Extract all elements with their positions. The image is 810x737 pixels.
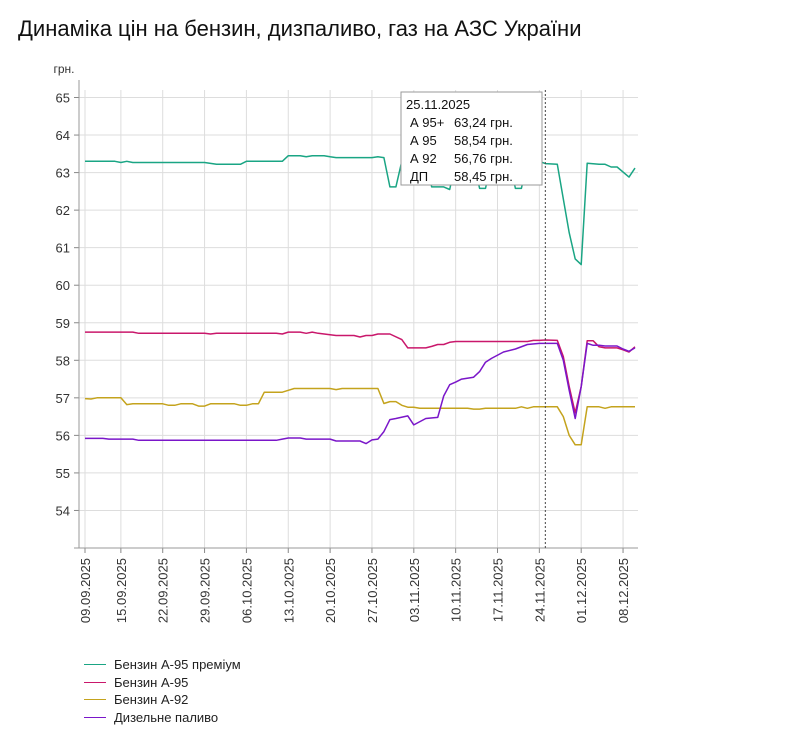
y-tick-label: 64 (56, 128, 70, 143)
y-tick-label: 55 (56, 466, 70, 481)
y-tick-label: 58 (56, 353, 70, 368)
series-line-3 (84, 387, 635, 446)
y-tick-label: 59 (56, 316, 70, 331)
tooltip-row-value: 58,45 грн. (454, 169, 513, 184)
tooltip-row-label: А 92 (410, 151, 437, 166)
y-tick-label: 60 (56, 278, 70, 293)
legend-label: Дизельне паливо (114, 709, 219, 725)
y-tick-label: 54 (56, 503, 70, 518)
y-tick-label: 56 (56, 428, 70, 443)
x-tick-label: 13.10.2025 (281, 558, 296, 623)
tooltip-row-label: А 95 (410, 133, 437, 148)
y-axis-ticks: грн. 54 55 56 57 58 59 60 61 62 63 64 65 (53, 62, 74, 518)
x-tick-label: 24.11.2025 (532, 558, 547, 622)
legend-swatch (84, 699, 106, 701)
y-unit-label: грн. (53, 62, 74, 76)
x-tick-label: 08.12.2025 (616, 558, 631, 623)
x-tick-label: 20.10.2025 (323, 558, 338, 623)
x-axis-ticks: 09.09.2025 15.09.2025 22.09.2025 29.09.2025… (78, 558, 631, 623)
tooltip-row-value: 58,54 грн. (454, 133, 513, 148)
legend-swatch (84, 664, 106, 666)
legend-item[interactable]: Дизельне паливо (84, 709, 241, 727)
legend-item[interactable]: Бензин А-92 (84, 691, 241, 709)
x-tick-label: 15.09.2025 (114, 558, 129, 623)
x-tick-label: 06.10.2025 (239, 558, 254, 623)
legend-label: Бензин А-95 (114, 674, 189, 690)
y-tick-label: 63 (56, 166, 70, 181)
tooltip: 25.11.2025 А 95+ 63,24 грн. А 95 58,54 грн. А… (400, 91, 543, 186)
y-tick-label: 57 (56, 391, 70, 406)
series-line-4 (85, 342, 636, 445)
x-tick-label: 10.11.2025 (449, 558, 464, 622)
x-tick-label: 22.09.2025 (156, 558, 171, 623)
tooltip-date: 25.11.2025 (406, 97, 470, 112)
series-line-2 (85, 331, 636, 414)
x-tick-label: 01.12.2025 (574, 558, 589, 623)
legend-item[interactable]: Бензин А-95 преміум (84, 656, 241, 674)
y-tick-label: 65 (56, 91, 70, 106)
legend-label: Бензин А-95 преміум (114, 657, 241, 673)
tooltip-row-label: ДП (410, 169, 428, 184)
series-lines (84, 154, 636, 446)
tooltip-box (400, 91, 543, 186)
series-line-1 (85, 154, 636, 266)
legend-label: Бензин А-92 (114, 692, 189, 708)
x-tick-label: 29.09.2025 (198, 558, 213, 623)
legend-swatch (84, 716, 106, 718)
x-tick-label: 09.09.2025 (78, 558, 93, 623)
legend: Бензин А-95 преміум Бензин А-95 Бензин А-9… (84, 656, 241, 726)
tooltip-row-value: 56,76 грн. (454, 151, 513, 166)
x-tick-label: 17.11.2025 (491, 558, 506, 622)
grid-lines (79, 90, 638, 548)
y-tick-label: 62 (56, 203, 70, 218)
legend-swatch (84, 681, 106, 683)
legend-item[interactable]: Бензин А-95 (84, 674, 241, 692)
x-tick-label: 27.10.2025 (365, 558, 380, 623)
x-tick-label: 03.11.2025 (407, 558, 422, 622)
y-tick-label: 61 (56, 241, 70, 256)
tooltip-row-value: 63,24 грн. (454, 115, 513, 130)
tooltip-row-label: А 95+ (410, 115, 444, 130)
chart-title: Динаміка цін на бензин, дизпаливо, газ н… (18, 16, 582, 41)
chart-axes (74, 80, 638, 553)
